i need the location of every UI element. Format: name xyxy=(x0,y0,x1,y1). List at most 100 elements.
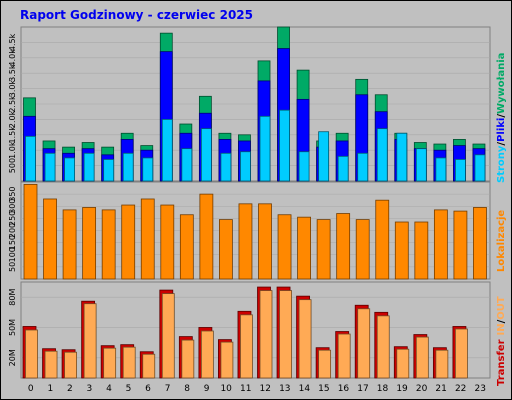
x-tick-label: 0 xyxy=(28,384,34,394)
bar-lokalizacje xyxy=(121,204,136,280)
bar-transfer-out xyxy=(318,349,332,379)
bar-transfer-out xyxy=(220,341,234,379)
bar-lokalizacje xyxy=(473,207,487,280)
y-tick-label: 200 xyxy=(8,223,17,238)
transfer-side-label: Transfer IN/OUT xyxy=(496,296,507,386)
bar-transfer-out xyxy=(161,293,175,379)
bar-lokalizacje xyxy=(43,198,57,280)
bar-strony xyxy=(337,155,349,182)
y-tick-label: 4.0k xyxy=(8,49,17,67)
x-tick-label: 7 xyxy=(165,384,171,394)
bar-lokalizacje xyxy=(394,221,409,280)
bar-transfer-out xyxy=(279,290,292,379)
bar-lokalizacje xyxy=(179,214,194,280)
bar-transfer-out xyxy=(103,347,117,379)
y-tick-label: 2.5k xyxy=(8,95,17,113)
x-tick-label: 14 xyxy=(299,384,311,394)
bar-transfer-out xyxy=(357,308,371,379)
chart-title: Raport Godzinowy - czerwiec 2025 xyxy=(20,8,253,22)
bar-lokalizacje xyxy=(23,184,38,280)
legend-transfer: Transfer xyxy=(496,339,507,386)
bar-transfer-out xyxy=(435,349,449,379)
x-tick-label: 11 xyxy=(240,384,251,394)
bar-strony xyxy=(103,159,115,182)
y-tick-label: 500 xyxy=(8,158,17,173)
x-tick-label: 16 xyxy=(338,384,350,394)
bar-lokalizacje xyxy=(62,209,77,280)
bar-transfer-out xyxy=(376,315,390,379)
bar-lokalizacje xyxy=(336,213,351,280)
legend-in: IN xyxy=(496,323,507,335)
bar-transfer-out xyxy=(181,339,195,379)
x-tick-label: 13 xyxy=(279,384,290,394)
bar-lokalizacje xyxy=(375,199,390,280)
bar-lokalizacje xyxy=(297,216,311,280)
bar-transfer-out xyxy=(455,328,468,379)
bar-strony xyxy=(161,119,173,182)
bar-lokalizacje xyxy=(140,198,155,280)
bar-strony xyxy=(83,152,95,182)
bar-lokalizacje xyxy=(219,219,233,280)
bar-lokalizacje xyxy=(199,193,214,280)
x-tick-label: 19 xyxy=(396,384,408,394)
bar-strony xyxy=(455,159,466,182)
x-tick-label: 8 xyxy=(184,384,190,394)
bar-lokalizacje xyxy=(101,209,116,280)
x-tick-label: 3 xyxy=(87,384,93,394)
legend-wywolania: Wywołania xyxy=(496,53,507,114)
bar-lokalizacje xyxy=(82,207,97,280)
bar-lokalizacje xyxy=(160,204,175,280)
bar-strony xyxy=(181,148,193,182)
bar-lokalizacje xyxy=(258,203,272,280)
x-tick-label: 18 xyxy=(377,384,389,394)
bar-lokalizacje xyxy=(316,219,331,280)
bar-transfer-out xyxy=(25,329,38,379)
bar-strony xyxy=(122,152,134,182)
bar-strony xyxy=(279,109,290,182)
legend-strony: Strony xyxy=(496,145,507,183)
legend-sep-3: / xyxy=(496,319,507,323)
y-tick-label: 2.0k xyxy=(8,110,17,128)
x-tick-label: 6 xyxy=(145,384,151,394)
x-tick-label: 9 xyxy=(204,384,210,394)
hits-side-label: Strony/Pliki/Wywołania xyxy=(496,53,507,183)
bar-transfer-out xyxy=(83,303,97,379)
legend-sep-1: / xyxy=(496,142,507,146)
bar-strony xyxy=(142,157,154,182)
bar-strony xyxy=(415,148,427,182)
y-tick-label: 100 xyxy=(8,247,17,262)
bar-strony xyxy=(376,128,388,182)
bar-strony xyxy=(259,115,271,182)
bar-transfer-out xyxy=(415,336,429,379)
legend-out: OUT xyxy=(496,296,507,320)
bar-lokalizacje xyxy=(238,203,253,280)
bar-strony xyxy=(240,151,251,182)
x-tick-label: 15 xyxy=(318,384,329,394)
bar-strony xyxy=(220,152,232,182)
bar-transfer-out xyxy=(64,351,77,379)
bar-strony xyxy=(318,131,330,182)
legend-pliki: Pliki xyxy=(496,118,507,142)
bar-strony xyxy=(25,135,36,182)
y-tick-label: 20M xyxy=(8,349,17,366)
bar-strony xyxy=(474,154,486,182)
bar-strony xyxy=(44,152,56,182)
y-tick-label: 4.5k xyxy=(8,33,17,51)
bar-transfer-out xyxy=(259,290,273,379)
bar-strony xyxy=(200,128,212,182)
bar-transfer-out xyxy=(122,346,136,379)
x-tick-label: 1 xyxy=(47,384,53,394)
transfer-panel: 20M 50M 80M xyxy=(8,281,491,379)
bar-lokalizacje xyxy=(277,214,292,280)
bar-strony xyxy=(435,157,447,182)
y-tick-label: 350 xyxy=(8,186,17,201)
panel-background xyxy=(20,281,491,379)
y-tick-label: 80M xyxy=(8,289,17,306)
x-tick-label: 4 xyxy=(106,384,112,394)
y-tick-label: 1.5k xyxy=(8,126,17,144)
x-tick-label: 21 xyxy=(435,384,446,394)
x-tick-label: 20 xyxy=(416,384,428,394)
